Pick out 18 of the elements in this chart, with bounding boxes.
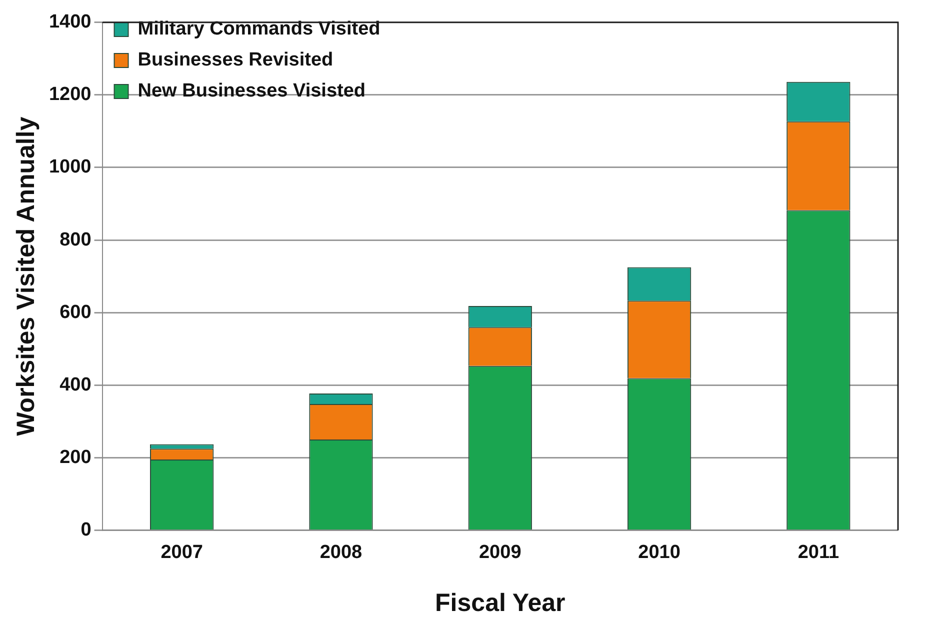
legend-label: Businesses Revisited: [138, 50, 334, 71]
y-tick-label: 1400: [48, 12, 92, 33]
y-tick-label: 1200: [48, 84, 92, 106]
y-tick-label: 800: [60, 229, 92, 250]
x-tick-label: 2010: [638, 542, 680, 563]
y-tick-label: 600: [60, 302, 92, 323]
y-tick-label: 1000: [48, 156, 92, 178]
x-tick-label: 2008: [320, 542, 362, 563]
x-tick-label: 2009: [478, 542, 522, 563]
y-tick-label: 200: [60, 446, 92, 468]
legend-label: Military Commands Visited: [138, 18, 380, 40]
x-axis-title: Fiscal Year: [435, 588, 566, 617]
x-tick-label: 2011: [798, 542, 840, 563]
y-tick-label: 0: [80, 519, 92, 540]
legend-label: New Businesses Visisted: [138, 80, 366, 102]
x-tick-label: 2007: [160, 542, 203, 563]
y-axis-title: Worksites Visited Annually: [12, 116, 40, 436]
y-tick-label: 400: [60, 374, 92, 396]
